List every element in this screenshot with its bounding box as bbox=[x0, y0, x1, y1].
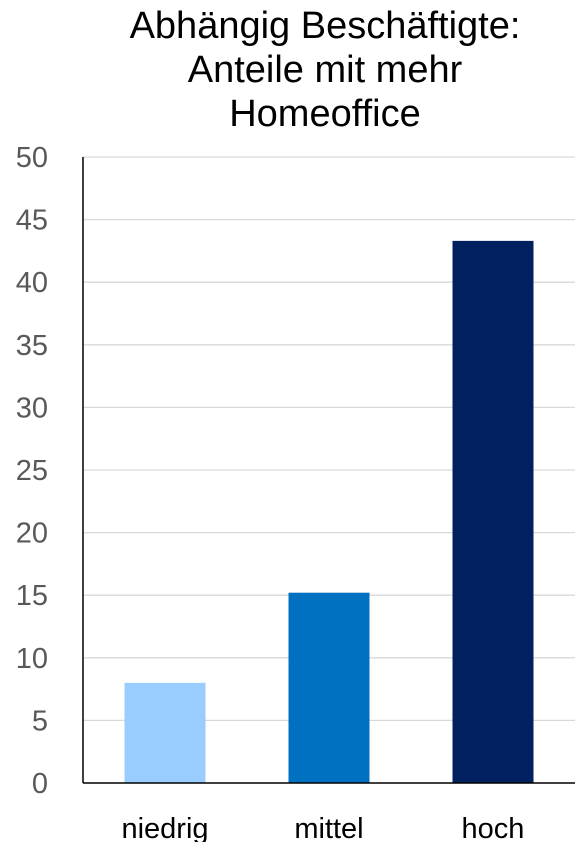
x-category-label: niedrig bbox=[121, 813, 208, 842]
chart-title: Abhängig Beschäftigte: Anteile mit mehr … bbox=[0, 4, 575, 136]
chart-title-line-1: Abhängig Beschäftigte: bbox=[129, 5, 521, 47]
y-tick-label: 35 bbox=[16, 330, 48, 362]
y-tick-label: 50 bbox=[16, 142, 48, 174]
y-tick-label: 45 bbox=[16, 205, 48, 237]
bar-niedrig bbox=[124, 682, 206, 783]
bar-mittel bbox=[288, 592, 370, 783]
y-tick-label: 15 bbox=[16, 580, 48, 612]
y-tick-label: 25 bbox=[16, 455, 48, 487]
chart-title-line-2: Anteile mit mehr bbox=[187, 49, 463, 91]
y-tick-label: 40 bbox=[16, 267, 48, 299]
y-tick-labels: 0 5 10 15 20 25 30 35 40 45 50 bbox=[16, 142, 48, 800]
bars bbox=[124, 240, 534, 783]
y-tick-label: 0 bbox=[32, 768, 48, 800]
x-category-labels: niedrig mittel hoch bbox=[121, 813, 524, 842]
y-tick-label: 30 bbox=[16, 392, 48, 424]
chart-title-line-3: Homeoffice bbox=[229, 93, 421, 135]
x-category-label: hoch bbox=[462, 813, 525, 842]
y-tick-label: 5 bbox=[32, 705, 48, 737]
x-category-label: mittel bbox=[294, 813, 363, 842]
y-tick-label: 20 bbox=[16, 518, 48, 550]
y-tick-label: 10 bbox=[16, 643, 48, 675]
axes bbox=[82, 157, 575, 784]
bar-hoch bbox=[452, 240, 534, 783]
